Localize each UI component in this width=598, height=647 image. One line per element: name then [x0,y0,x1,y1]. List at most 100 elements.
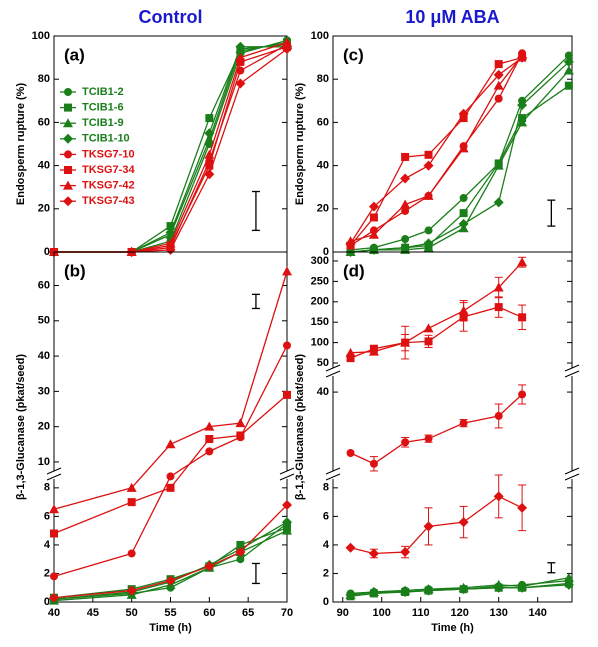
y-tick-label: 150 [311,316,329,328]
marker [494,60,503,69]
marker [401,206,410,215]
marker [400,173,411,184]
marker [204,134,215,144]
marker [204,421,215,431]
marker [126,585,137,596]
series-line [350,495,523,555]
marker [282,266,292,276]
marker [401,235,410,244]
marker [64,88,72,96]
marker [345,347,356,357]
marker [236,555,245,564]
y-tick-label: 20 [38,421,50,433]
marker [518,390,527,399]
marker [423,238,434,249]
marker [493,282,504,292]
marker [400,199,411,209]
axis-break [564,370,580,378]
marker [493,491,504,502]
y-tick-label: 200 [311,296,329,308]
chart-title: Control [139,7,203,27]
marker [493,69,504,80]
y-tick-label: 40 [38,160,50,172]
marker [49,592,59,603]
marker [458,584,469,595]
marker [204,149,215,159]
marker [282,517,292,528]
y-tick-label: 40 [317,160,329,172]
x-tick-label: 45 [87,607,99,619]
marker [424,337,433,346]
marker [458,218,469,229]
marker [494,411,503,420]
legend-label: TKSG7-10 [82,148,135,160]
marker [369,213,378,222]
series-line [53,504,288,599]
y-tick-label: 2 [323,567,329,579]
marker [127,498,136,507]
marker [493,80,504,90]
x-tick-label: 90 [337,607,349,619]
y-tick-label: 8 [44,482,50,494]
series-line [53,523,288,600]
marker [400,547,411,558]
axis-break [564,473,580,481]
y-tick-label: 60 [38,116,50,128]
marker [127,549,136,558]
marker [424,226,433,235]
plot-frame [332,35,573,253]
x-tick-label: 70 [281,607,293,619]
series-line [54,39,288,253]
marker [49,504,59,514]
marker [235,41,246,52]
marker [369,459,378,468]
series-line [350,393,523,465]
marker [400,337,411,347]
y-tick-label: 20 [38,203,50,215]
axis-break [331,368,335,376]
axis-break [325,364,341,372]
marker [459,209,468,218]
y-tick-label: 80 [38,73,50,85]
axis-break [570,368,574,376]
x-tick-label: 130 [490,607,508,619]
x-tick-label: 140 [529,607,547,619]
y-tick-label: 0 [44,246,50,258]
legend-label: TKSG7-42 [82,180,135,192]
marker [165,227,176,238]
series-line [54,41,288,253]
panel-label: (d) [343,261,365,280]
y-axis-label: β-1,3-Glucanase (pkat/seed) [15,354,27,500]
y-axis-label: Endosperm rupture (%) [294,83,306,206]
marker [345,589,356,600]
y-tick-label: 4 [323,539,330,551]
series-line [350,54,570,251]
marker [368,229,379,239]
marker [166,472,175,481]
y-tick-label: 0 [44,596,50,608]
marker [493,197,504,208]
marker [368,548,379,559]
panel-label: (b) [64,261,86,280]
y-tick-label: 100 [311,337,329,349]
x-tick-label: 65 [242,607,254,619]
y-tick-label: 40 [38,350,50,362]
marker [563,572,574,582]
marker [563,579,574,590]
marker [205,161,214,170]
x-axis-label: Time (h) [431,622,474,634]
marker [63,196,73,207]
marker [346,354,355,363]
marker [517,52,528,63]
legend-label: TCIB1-9 [82,117,124,129]
marker [564,81,573,90]
marker [235,418,246,428]
marker [282,525,292,535]
marker [517,117,528,127]
marker [493,160,504,170]
marker [563,65,574,75]
marker [400,587,411,598]
axis-break [570,471,574,479]
axis-break [331,471,335,479]
legend-label: TCIB1-2 [82,86,124,98]
